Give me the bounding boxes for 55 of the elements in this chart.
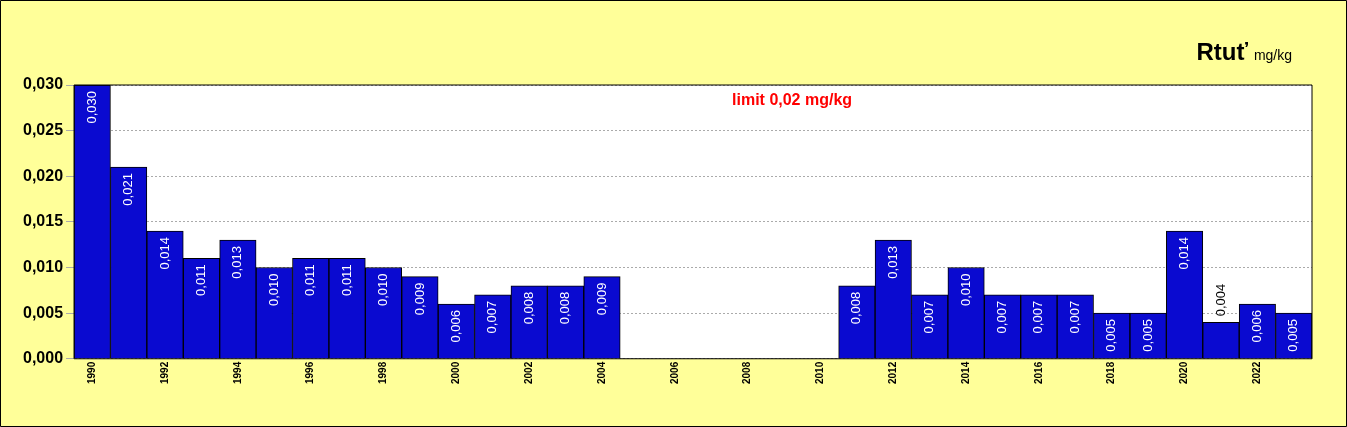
data-label: 0,007: [1030, 300, 1046, 334]
data-label: 0,005: [1103, 319, 1119, 352]
y-tick-label: 0,015: [22, 212, 64, 230]
x-tick-label: 2020: [1178, 361, 1190, 384]
y-tick-label: 0,030: [22, 75, 64, 93]
x-tick-label: 1996: [304, 361, 316, 384]
x-tick-label: 2002: [522, 361, 534, 384]
data-label: 0,011: [302, 264, 318, 296]
data-label: 0,010: [375, 273, 391, 307]
data-label: 0,008: [557, 291, 573, 325]
data-label: 0,010: [265, 273, 281, 307]
x-tick-label: 2010: [814, 361, 826, 384]
data-label: 0,013: [229, 246, 245, 279]
data-label: 0,008: [848, 291, 864, 325]
data-label: 0,014: [1176, 237, 1192, 270]
data-label: 0,008: [520, 291, 536, 325]
data-label: 0,006: [447, 310, 463, 343]
x-tick-label: 1998: [377, 361, 389, 384]
annotation: limit 0,02 mg/kg: [732, 91, 853, 109]
x-tick-label: 1992: [158, 361, 170, 384]
chart-title: Rtuť: [1196, 38, 1249, 65]
data-label: 0,011: [193, 264, 209, 296]
x-tick-label: 2008: [741, 361, 753, 384]
data-label: 0,007: [1066, 300, 1082, 334]
y-tick-label: 0,000: [22, 349, 64, 367]
data-label: 0,010: [957, 273, 973, 307]
data-label: 0,009: [411, 282, 427, 316]
data-label: 0,007: [921, 300, 937, 334]
x-tick-label: 2000: [450, 361, 462, 384]
x-tick-label: 1994: [231, 361, 243, 384]
data-label: 0,009: [593, 282, 609, 316]
x-tick-label: 2012: [887, 361, 899, 384]
x-tick-label: 2022: [1251, 361, 1263, 384]
data-label: 0,004: [1212, 283, 1228, 317]
y-tick-label: 0,020: [22, 166, 64, 184]
data-label: 0,030: [83, 91, 99, 124]
x-tick-label: 1990: [85, 361, 97, 384]
x-tick-label: 2016: [1032, 361, 1044, 384]
y-tick-label: 0,010: [22, 257, 64, 275]
data-label: 0,007: [994, 300, 1010, 334]
data-label: 0,005: [1285, 319, 1301, 352]
data-label: 0,005: [1139, 319, 1155, 352]
x-tick-label: 2004: [595, 361, 607, 384]
data-label: 0,013: [884, 246, 900, 279]
x-tick-label: 2014: [959, 361, 971, 384]
x-tick-label: 2018: [1105, 361, 1117, 384]
y-tick-label: 0,025: [22, 121, 64, 139]
data-label: 0,006: [1248, 310, 1264, 343]
data-label: 0,014: [156, 237, 172, 270]
x-tick-label: 2006: [668, 361, 680, 384]
data-label: 0,007: [484, 300, 500, 334]
data-label: 0,011: [338, 264, 354, 296]
chart-subtitle: mg/kg: [1253, 47, 1292, 63]
y-tick-label: 0,005: [22, 303, 64, 321]
data-label: 0,021: [120, 173, 136, 206]
